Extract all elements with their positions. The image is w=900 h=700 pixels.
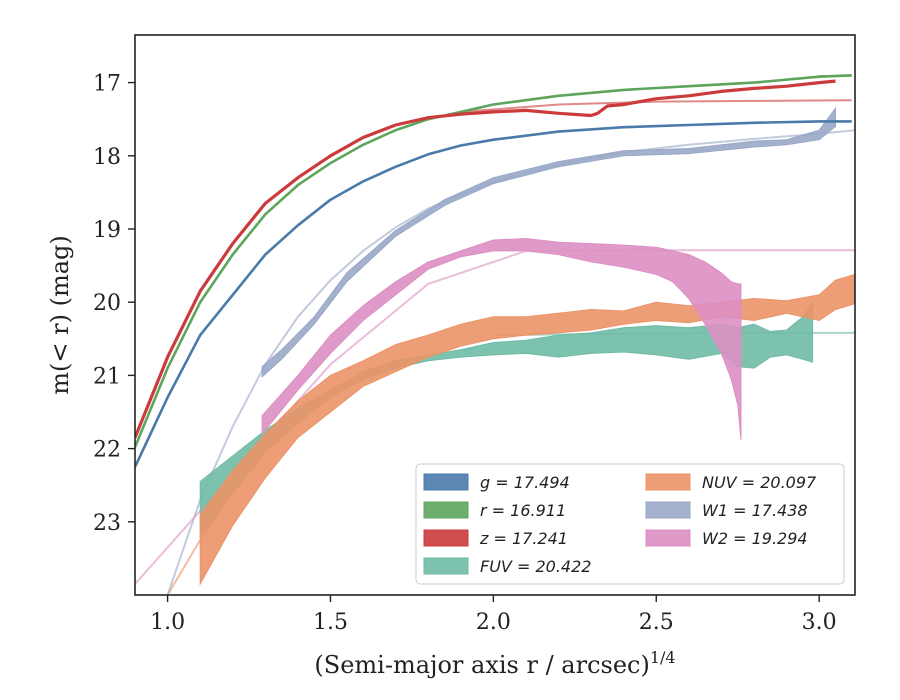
legend-label-nuv: NUV = 20.097 [702, 473, 817, 492]
y-tick-label: 17 [93, 72, 121, 97]
x-tick-label: 1.0 [150, 610, 185, 635]
legend-swatch-nuv [645, 473, 691, 491]
legend-swatch-g [423, 473, 469, 491]
band-fuv [199, 300, 814, 538]
legend-label-r: r = 16.911 [480, 501, 566, 520]
legend-box [415, 463, 845, 585]
y-tick-label: 21 [93, 364, 121, 389]
axis-ticks: 1.0 1.5 2.0 2.5 3.0 17 18 19 20 21 22 23 [93, 72, 837, 635]
data-layer [135, 74, 855, 595]
y-tick-label: 19 [93, 218, 121, 243]
x-tick-label: 3.0 [802, 610, 837, 635]
legend-swatch-z [423, 529, 469, 547]
y-tick-label: 23 [93, 511, 121, 536]
x-axis-label: (Semi-major axis r / arcsec)1/4 [314, 648, 675, 679]
fit-curve-z [460, 99, 852, 113]
legend-label-fuv: FUV = 20.422 [480, 557, 591, 576]
legend-swatch-w2 [645, 529, 691, 547]
legend-label-z: z = 17.241 [479, 529, 568, 548]
y-tick-label: 20 [93, 291, 121, 316]
legend-swatch-w1 [645, 501, 691, 519]
x-tick-label: 1.5 [313, 610, 348, 635]
band-w2 [261, 237, 742, 440]
fit-curve-w1 [166, 129, 855, 595]
y-tick-label: 22 [93, 438, 121, 463]
y-axis-label: m(< r) (mag) [46, 235, 74, 394]
plot-frame [134, 34, 856, 596]
x-tick-label: 2.5 [639, 610, 674, 635]
legend-swatch-r [423, 501, 469, 519]
line-r [135, 74, 852, 448]
band-nuv [199, 273, 855, 586]
band-w1 [261, 106, 836, 379]
legend-label-w2: W2 = 19.294 [702, 529, 808, 548]
line-g [135, 120, 852, 468]
line-z [135, 79, 836, 439]
legend-swatch-fuv [423, 557, 469, 575]
legend-label-w1: W1 = 17.438 [702, 501, 808, 520]
x-tick-label: 2.0 [476, 610, 511, 635]
y-tick-label: 18 [93, 145, 121, 170]
legend: g = 17.494 r = 16.911 z = 17.241 FUV = 20.4… [415, 463, 845, 585]
legend-label-g: g = 17.494 [480, 473, 570, 492]
